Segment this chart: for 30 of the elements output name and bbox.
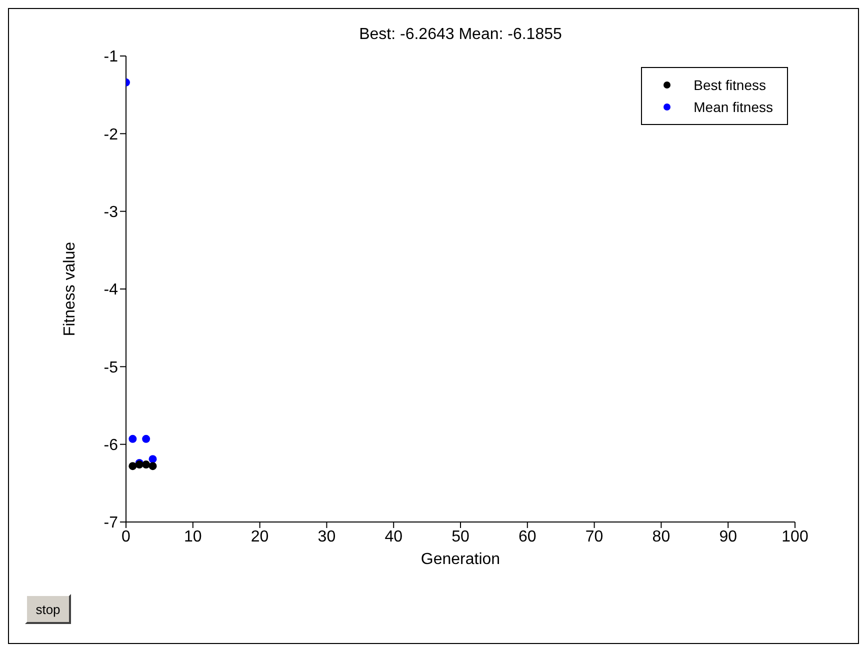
x-axis-title: Generation (420, 551, 500, 568)
legend-label: Mean fitness (694, 98, 773, 117)
y-tick-label: -7 (104, 514, 118, 532)
y-tick-label: -6 (104, 437, 118, 454)
y-tick-label: -1 (104, 48, 118, 66)
x-tick-label: 100 (782, 528, 808, 546)
x-tick-label: 70 (585, 528, 604, 546)
point (142, 434, 150, 443)
point (128, 462, 137, 470)
point (148, 462, 157, 470)
x-tick-label: 20 (250, 528, 269, 546)
x-tick-label: 90 (719, 528, 738, 546)
y-tick-label: -4 (104, 282, 118, 299)
x-tick-label: 50 (452, 528, 470, 546)
y-tick-label: -2 (104, 126, 118, 144)
point (142, 460, 150, 469)
y-axis-title: Fitness value (62, 242, 79, 336)
x-tick-label: 60 (518, 528, 536, 546)
chart-title: Best: -6.2643 Mean: -6.1855 (359, 26, 562, 43)
y-tick-label: -5 (104, 359, 118, 376)
legend-label: Best fitness (694, 76, 766, 95)
x-tick-label: 30 (318, 528, 336, 546)
x-tick-label: 80 (652, 528, 670, 546)
x-tick-label: 40 (384, 528, 403, 546)
point (148, 455, 157, 464)
y-tick-label: -3 (104, 204, 118, 222)
x-tick-label: 10 (184, 528, 202, 546)
x-tick-label: 0 (122, 528, 131, 546)
stop-button: stop (25, 594, 71, 624)
point (128, 434, 137, 443)
